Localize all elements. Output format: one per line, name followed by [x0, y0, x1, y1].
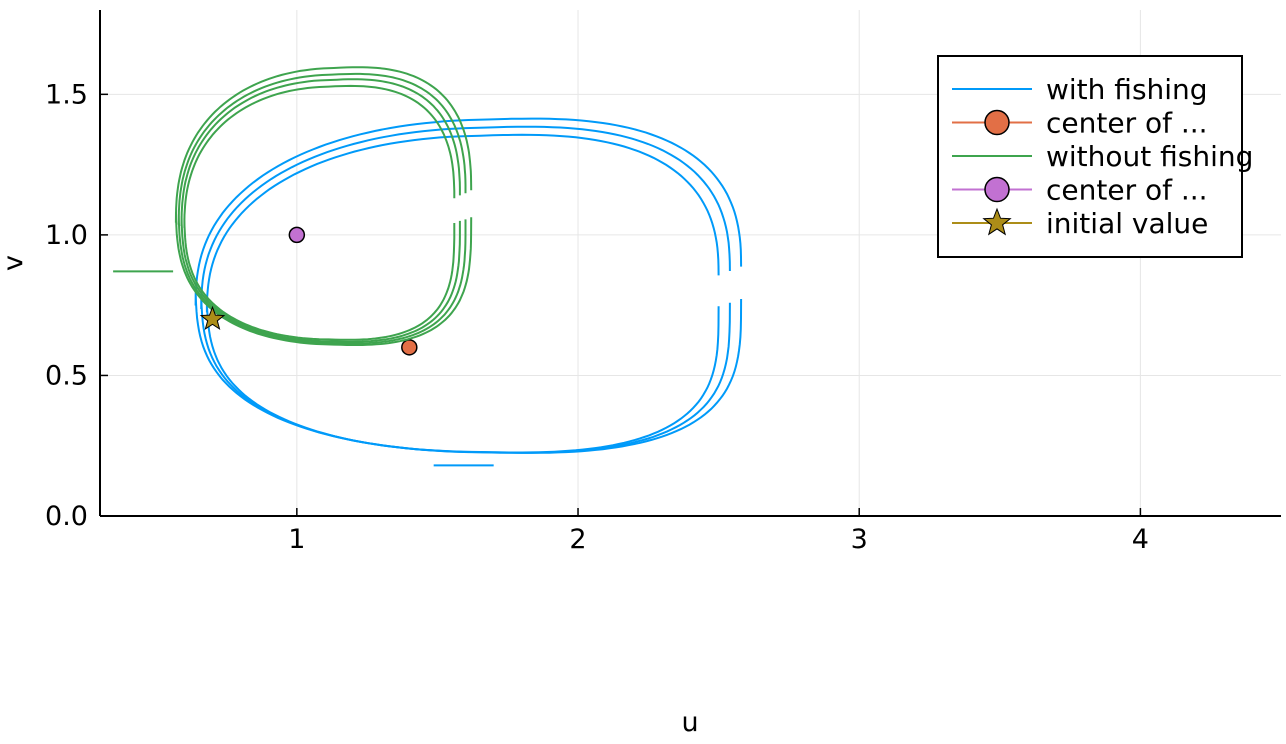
data-point-star: [199, 305, 226, 331]
y-tick-label: 0.5: [45, 360, 88, 391]
x-tick-label: 3: [851, 524, 868, 555]
y-tick-label: 1.5: [45, 79, 88, 110]
y-axis-label: v: [0, 255, 29, 271]
x-axis-label: u: [681, 707, 698, 738]
legend-label: with fishing: [1046, 73, 1208, 106]
axes: 1 2 3 4 0.0 0.5 1.0 1.5 u v: [0, 10, 1281, 738]
orbit-loop: [177, 72, 467, 345]
orbit-loop: [205, 133, 720, 454]
orbit-loop: [174, 66, 473, 346]
x-tick-label: 4: [1132, 524, 1149, 555]
legend-star-marker: [982, 207, 1012, 236]
legend-circle-marker: [984, 109, 1010, 136]
legend-entry: center of ...: [952, 174, 1208, 207]
y-tick-label: 0.0: [45, 501, 88, 532]
series-1: [401, 339, 418, 356]
legend-entry: with fishing: [952, 73, 1208, 106]
y-tick-label: 1.0: [45, 220, 88, 251]
orbit-loop: [180, 78, 461, 343]
series-4: [199, 305, 226, 331]
legend-entry: initial value: [952, 207, 1208, 240]
data-point: [401, 339, 418, 356]
plot-series: [113, 66, 743, 467]
x-tick-label: 1: [288, 524, 305, 555]
series-0: [194, 117, 743, 467]
series-2: [113, 66, 473, 346]
legend-label: initial value: [1046, 207, 1208, 240]
legend-entry: without fishing: [952, 140, 1253, 173]
orbit-loop: [200, 125, 731, 454]
legend-label: center of ...: [1046, 107, 1208, 140]
legend-entry: center of ...: [952, 107, 1208, 140]
series-3: [288, 226, 306, 244]
legend-label: center of ...: [1046, 174, 1208, 207]
data-point: [288, 226, 306, 244]
legend-circle-marker: [984, 176, 1010, 203]
legend-label: without fishing: [1046, 140, 1253, 173]
orbit-loop: [194, 117, 743, 454]
orbit-loop: [183, 84, 456, 341]
x-tick-label: 2: [569, 524, 586, 555]
